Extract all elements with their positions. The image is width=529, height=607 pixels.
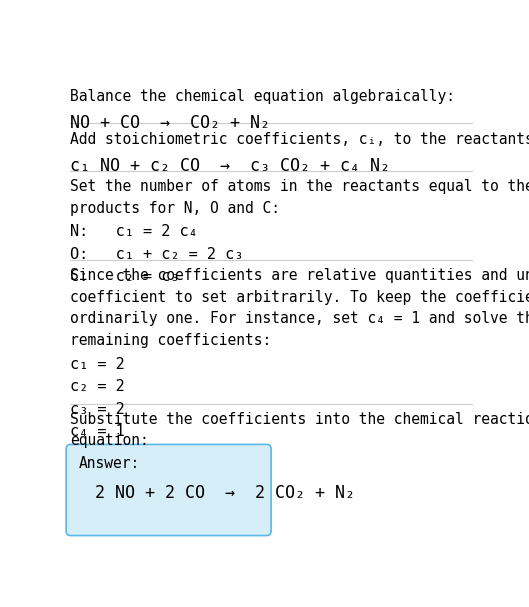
- Text: c₁ NO + c₂ CO  →  c₃ CO₂ + c₄ N₂: c₁ NO + c₂ CO → c₃ CO₂ + c₄ N₂: [70, 157, 390, 174]
- Text: C:   c₂ = c₃: C: c₂ = c₃: [70, 269, 180, 284]
- Text: Answer:: Answer:: [78, 456, 140, 471]
- Text: coefficient to set arbitrarily. To keep the coefficients small, the arbitrary va: coefficient to set arbitrarily. To keep …: [70, 290, 529, 305]
- Text: Since the coefficients are relative quantities and underdetermined, choose a: Since the coefficients are relative quan…: [70, 268, 529, 283]
- Text: c₄ = 1: c₄ = 1: [70, 424, 125, 439]
- Text: Balance the chemical equation algebraically:: Balance the chemical equation algebraica…: [70, 89, 455, 104]
- Text: c₁ = 2: c₁ = 2: [70, 357, 125, 372]
- Text: Add stoichiometric coefficients, cᵢ, to the reactants and products:: Add stoichiometric coefficients, cᵢ, to …: [70, 132, 529, 148]
- Text: O:   c₁ + c₂ = 2 c₃: O: c₁ + c₂ = 2 c₃: [70, 246, 243, 262]
- Text: ordinarily one. For instance, set c₄ = 1 and solve the system of equations for t: ordinarily one. For instance, set c₄ = 1…: [70, 311, 529, 326]
- Text: c₂ = 2: c₂ = 2: [70, 379, 125, 395]
- Text: Set the number of atoms in the reactants equal to the number of atoms in the: Set the number of atoms in the reactants…: [70, 180, 529, 194]
- Text: Substitute the coefficients into the chemical reaction to obtain the balanced: Substitute the coefficients into the che…: [70, 412, 529, 427]
- Text: equation:: equation:: [70, 433, 149, 448]
- Text: products for N, O and C:: products for N, O and C:: [70, 201, 280, 216]
- FancyBboxPatch shape: [66, 444, 271, 535]
- Text: remaining coefficients:: remaining coefficients:: [70, 333, 271, 348]
- Text: c₃ = 2: c₃ = 2: [70, 402, 125, 417]
- Text: 2 NO + 2 CO  →  2 CO₂ + N₂: 2 NO + 2 CO → 2 CO₂ + N₂: [95, 484, 355, 502]
- Text: NO + CO  →  CO₂ + N₂: NO + CO → CO₂ + N₂: [70, 114, 270, 132]
- Text: N:   c₁ = 2 c₄: N: c₁ = 2 c₄: [70, 224, 198, 239]
